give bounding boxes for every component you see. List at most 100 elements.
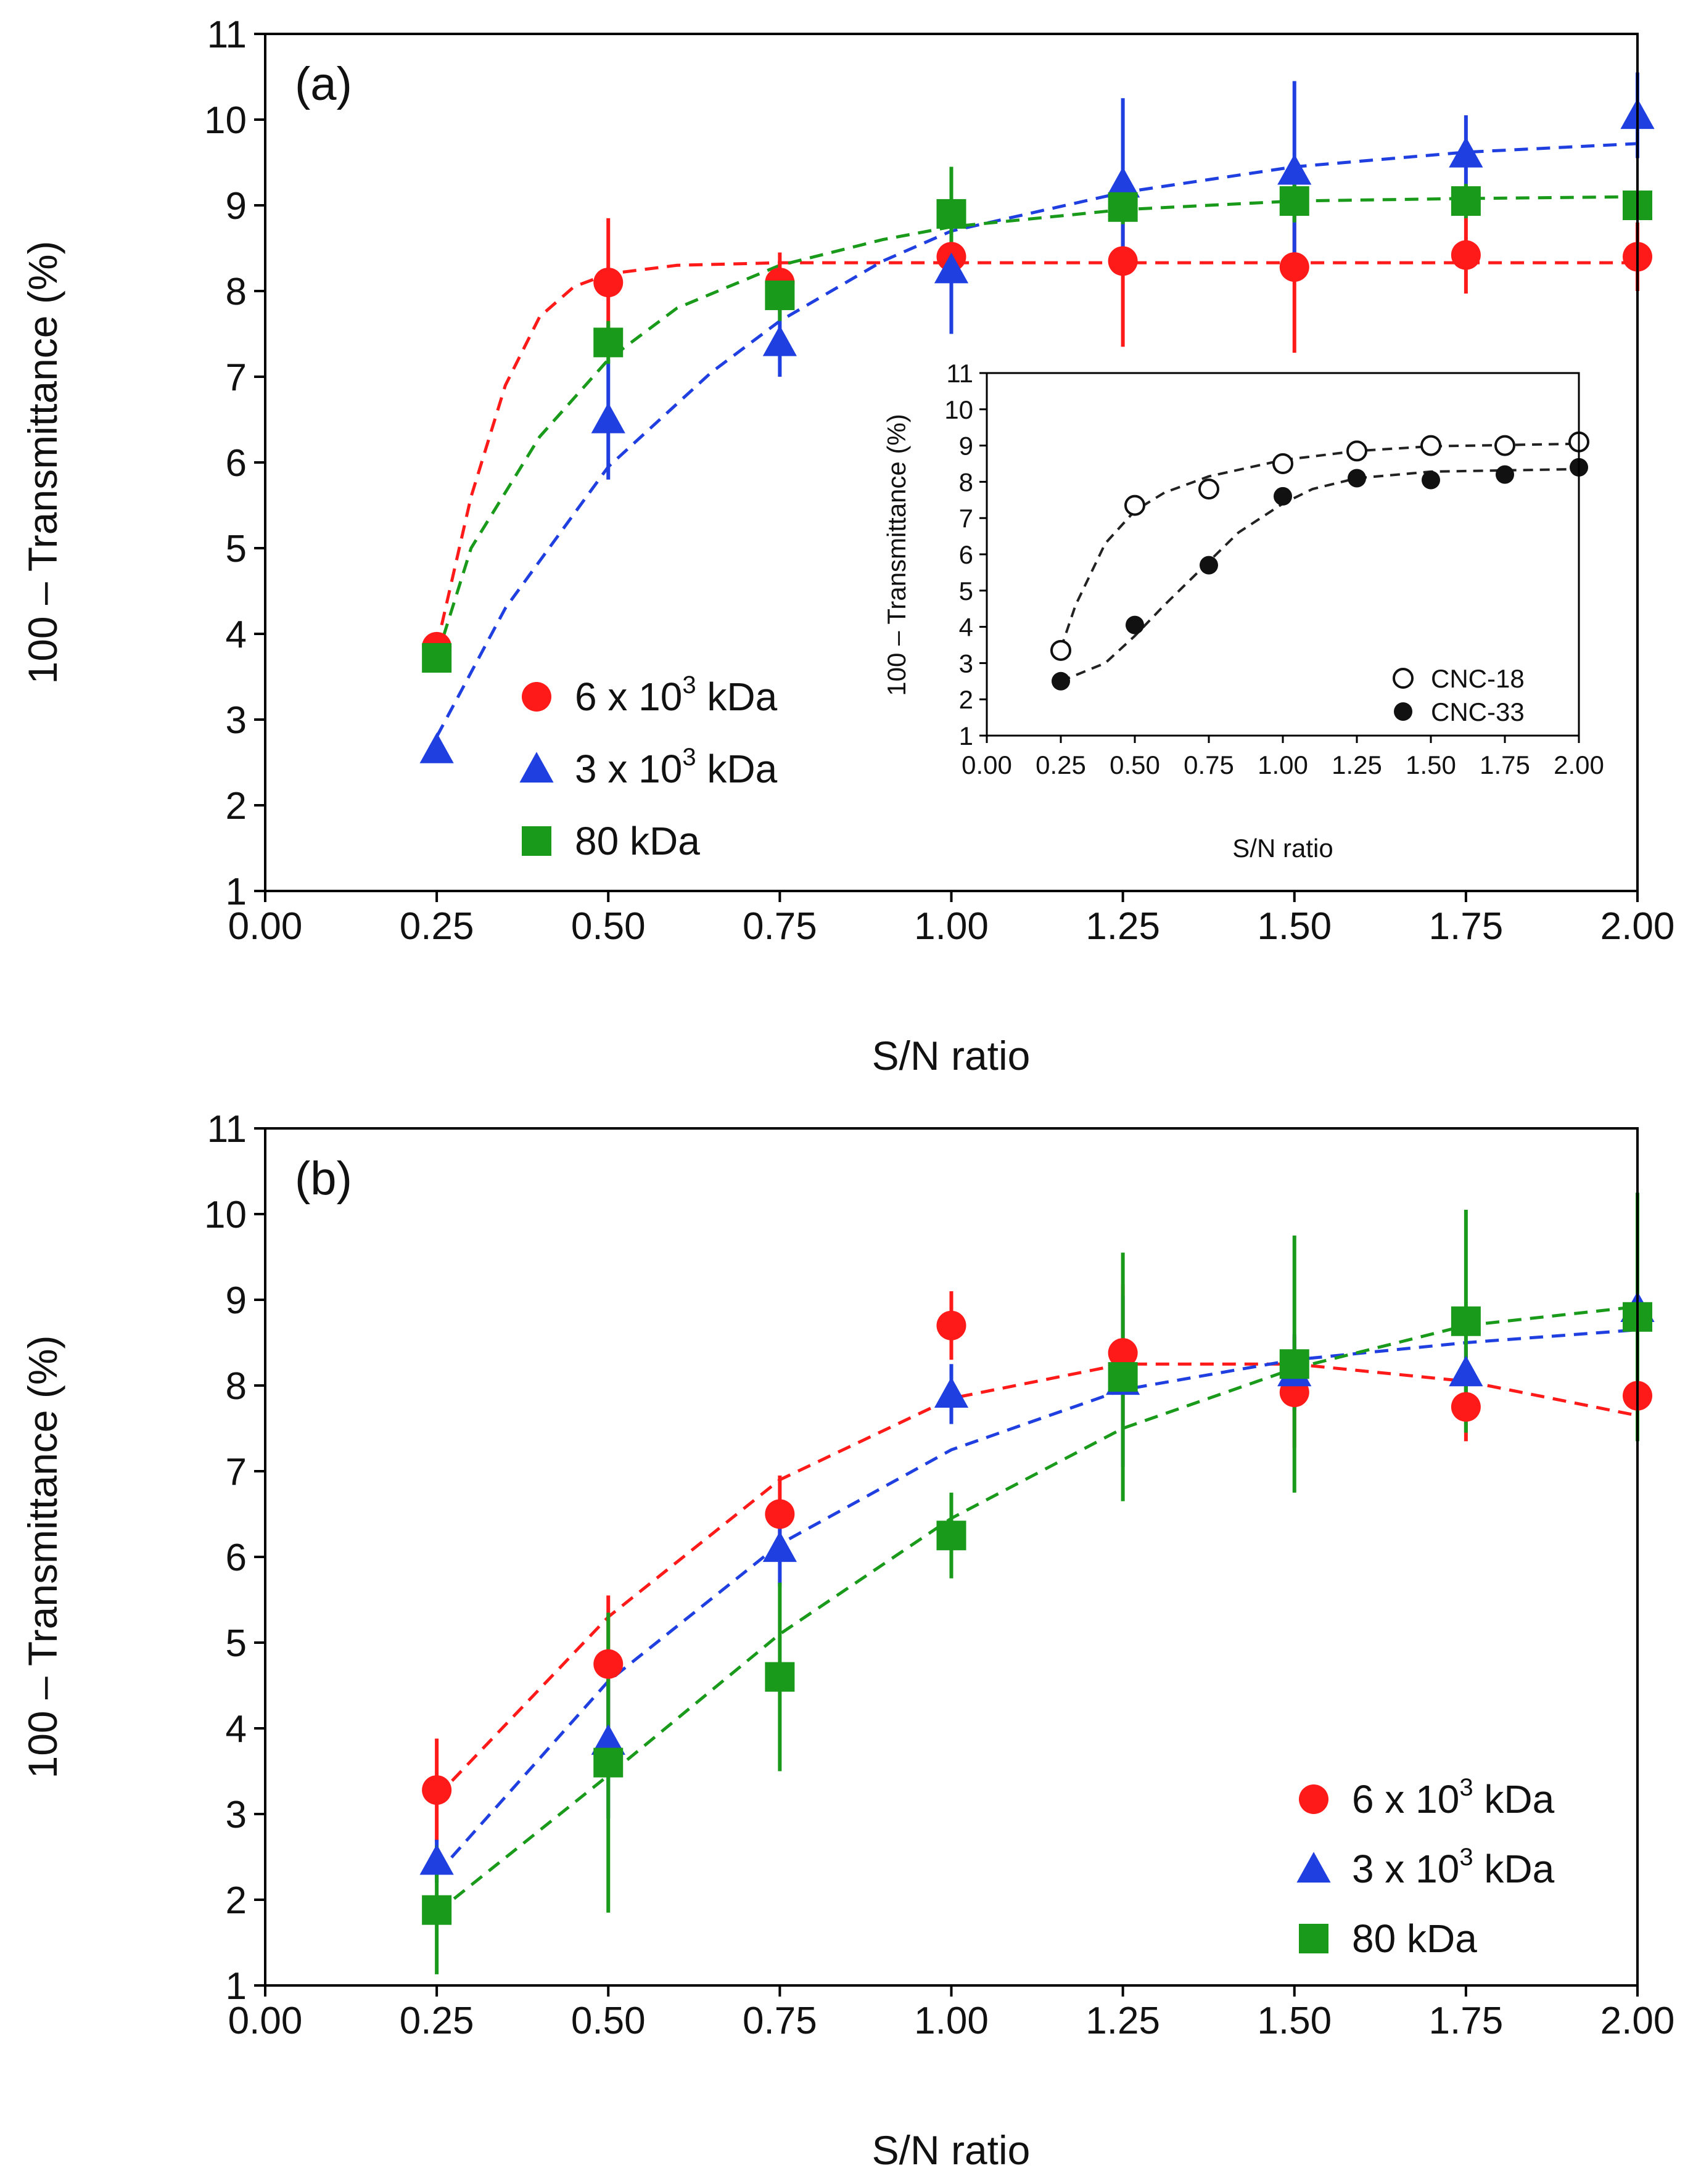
fit-curve-0 (435, 1362, 1638, 1798)
data-point-2 (936, 1521, 966, 1551)
inset-x-tick-label: 0.00 (962, 750, 1012, 779)
legend-label-1: 3 x 103 kDa (1352, 1844, 1555, 1891)
y-tick-label: 10 (204, 1194, 247, 1236)
legend-marker-2 (522, 826, 551, 856)
data-point-1 (419, 1844, 454, 1875)
inset-data-point-1 (1200, 556, 1218, 575)
data-point-2 (1108, 1362, 1138, 1392)
inset-plot-content: 0.00 0.25 0.50 0.75 1.00 1.25 1.50 1.75 2.00 1 2 3 4… (944, 359, 1604, 779)
data-point-1 (1449, 1355, 1483, 1387)
legend-label-2: 80 kDa (575, 819, 700, 863)
legend-marker-0 (522, 682, 551, 712)
data-point-2 (936, 199, 966, 229)
x-tick-label: 0.75 (743, 2000, 817, 2042)
inset-data-point-1 (1126, 615, 1144, 634)
y-tick-label: 5 (226, 528, 247, 570)
legend-label-1: 3 x 103 kDa (575, 744, 778, 791)
y-tick-label: 2 (226, 1879, 247, 1922)
inset-fit-curve-0 (1060, 442, 1580, 649)
fit-curve-2 (435, 1305, 1638, 1914)
y-tick-label: 11 (207, 14, 247, 56)
data-point-2 (1279, 186, 1309, 216)
data-point-2 (422, 1895, 452, 1925)
y-tick-label: 1 (226, 871, 247, 913)
inset-data-point-0 (1198, 478, 1219, 500)
inset-x-tick-label: 0.50 (1110, 750, 1160, 779)
x-tick-label: 0.00 (228, 2000, 303, 2042)
x-tick-label: 0.25 (400, 2000, 474, 2042)
inset-y-tick-label: 2 (959, 685, 973, 714)
inset-y-axis-title: 100 – Transmittance (%) (882, 414, 911, 696)
inset-legend: CNC-18 CNC-33 (1393, 664, 1525, 726)
data-point-0 (1108, 1338, 1138, 1368)
data-point-1 (419, 733, 454, 763)
inset-legend-marker-1 (1394, 702, 1412, 721)
inset-y-tick-label: 3 (959, 649, 973, 678)
panel-a-plot-content: 0.00 0.25 0.50 0.75 1.00 1.25 1.50 1.75 2.00 1 2 3 4… (204, 14, 1674, 948)
y-tick-label: 7 (226, 356, 247, 399)
y-tick-label: 7 (226, 1451, 247, 1493)
legend-label-superscript: 3 (682, 744, 696, 771)
inset-data-point-1 (1052, 671, 1070, 691)
legend-label-unit: kDa (696, 675, 778, 719)
panel-a-x-axis-title: S/N ratio (872, 1033, 1031, 1078)
inset-y-tick-label: 9 (959, 432, 973, 461)
y-tick-label: 6 (226, 442, 247, 485)
data-point-0 (936, 1310, 966, 1340)
inset-data-point-0 (1272, 453, 1293, 474)
legend-marker-1 (519, 752, 554, 783)
inset-y-tick-label: 11 (946, 359, 973, 388)
data-point-2 (593, 327, 624, 358)
inset-data-point-0 (1124, 495, 1145, 516)
legend-label-base: 6 x 10 (575, 675, 682, 719)
x-tick-label: 1.50 (1257, 2000, 1332, 2042)
data-point-0 (422, 1775, 452, 1805)
legend-label-unit: kDa (696, 747, 778, 791)
legend-label-base: 6 x 10 (1352, 1777, 1459, 1821)
panel-a-inset: 0.00 0.25 0.50 0.75 1.00 1.25 1.50 1.75 2.00 1 2 3 4… (882, 359, 1604, 863)
inset-frame (986, 372, 1580, 737)
inset-y-tick-label: 10 (944, 395, 973, 424)
inset-x-tick-label: 1.00 (1258, 750, 1308, 779)
inset-data-point-1 (1422, 470, 1440, 490)
legend-label-unit: kDa (1473, 1777, 1555, 1821)
legend-label-0: 6 x 103 kDa (575, 671, 778, 719)
panel-a-y-axis-title: 100 – Transmittance (%) (20, 241, 65, 684)
data-point-0 (765, 1499, 795, 1529)
inset-x-axis-title: S/N ratio (1232, 834, 1333, 863)
data-point-1 (762, 1531, 797, 1562)
inset-legend-marker-0 (1393, 668, 1414, 689)
panel-b-y-axis-title: 100 – Transmittance (%) (20, 1336, 65, 1779)
data-point-2 (765, 1662, 795, 1692)
legend-label-base: 80 kDa (1352, 1916, 1477, 1961)
data-point-1 (934, 1377, 969, 1408)
data-point-1 (591, 1724, 625, 1755)
y-tick-label: 8 (226, 271, 247, 313)
x-tick-label: 1.00 (914, 2000, 989, 2042)
inset-data-point-1 (1496, 465, 1514, 484)
panel-b-label: (b) (295, 1152, 352, 1205)
panel-a-label: (a) (295, 58, 352, 110)
x-tick-label: 1.25 (1085, 2000, 1160, 2042)
data-point-1 (591, 402, 625, 433)
inset-y-tick-label: 1 (959, 721, 973, 750)
fit-curve-1 (435, 1328, 1638, 1875)
data-point-2 (1451, 186, 1481, 216)
y-tick-label: 10 (204, 99, 247, 142)
data-point-1 (762, 325, 797, 356)
legend-marker-2 (1299, 1924, 1328, 1953)
y-tick-label: 3 (226, 1794, 247, 1836)
y-tick-label: 2 (226, 785, 247, 827)
y-tick-label: 4 (226, 1708, 247, 1751)
legend-label-base: 3 x 10 (575, 747, 682, 791)
data-point-2 (765, 280, 795, 310)
inset-fit-curve-1 (1060, 467, 1580, 683)
inset-background (987, 373, 1579, 736)
data-point-2 (1451, 1306, 1481, 1336)
legend-label-superscript: 3 (682, 671, 696, 699)
x-tick-label: 2.00 (1600, 905, 1675, 948)
